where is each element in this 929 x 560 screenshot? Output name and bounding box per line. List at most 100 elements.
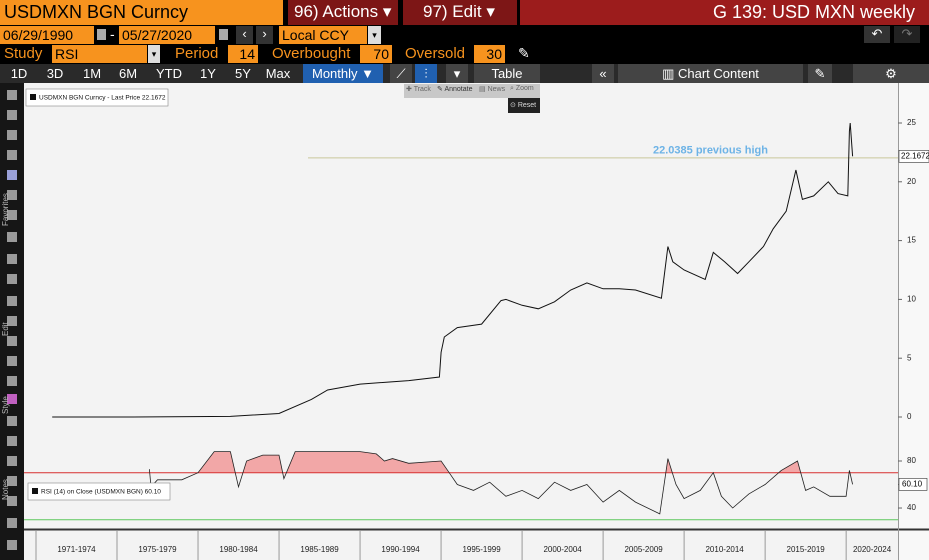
end-date[interactable]: 05/27/2020 xyxy=(119,26,215,44)
x-tick-label: 2015-2019 xyxy=(787,545,826,554)
y-tick-label: 20 xyxy=(907,177,916,186)
actions-menu[interactable]: 96) Actions ▾ xyxy=(288,0,398,25)
tool-icon[interactable] xyxy=(7,254,17,264)
oversold-label: Oversold xyxy=(405,45,466,62)
side-label: Edit xyxy=(1,322,10,336)
pencil-icon[interactable]: ✎ xyxy=(518,45,530,61)
y-tick-label: 25 xyxy=(907,118,916,127)
redo[interactable]: ↷ xyxy=(894,26,920,43)
tool-icon[interactable] xyxy=(7,110,17,120)
start-date[interactable]: 06/29/1990 xyxy=(0,26,94,44)
tool-icon[interactable] xyxy=(7,190,17,200)
y-tick-label: 15 xyxy=(907,236,916,245)
currency-field[interactable]: Local CCY xyxy=(279,26,367,44)
undo[interactable]: ↶ xyxy=(864,26,890,43)
y-tick-label: 5 xyxy=(907,353,912,362)
tool-icon[interactable] xyxy=(7,436,17,446)
settings-icon[interactable]: ⚙ xyxy=(853,64,929,83)
tool-text: Track xyxy=(413,86,431,93)
tool-icon[interactable] xyxy=(7,170,17,180)
frequency-button[interactable]: Monthly ▼ xyxy=(303,64,383,83)
tool-icon[interactable] xyxy=(7,376,17,386)
tool-icon[interactable] xyxy=(7,130,17,140)
rsi-legend-swatch xyxy=(32,488,38,494)
chart-content-button[interactable]: ▥ Chart Content xyxy=(618,64,803,83)
rsi-legend-text: RSI (14) on Close (USDMXN BGN) 60.10 xyxy=(41,489,161,496)
range-button[interactable]: 3D xyxy=(46,66,64,81)
calendar-icon[interactable] xyxy=(219,29,228,40)
security-field[interactable]: USDMXN BGN Curncy xyxy=(0,0,283,25)
tool-icon[interactable] xyxy=(7,476,17,486)
side-label: Style xyxy=(1,396,10,414)
track-tool[interactable]: ✚ Track xyxy=(406,86,431,93)
range-button[interactable]: YTD xyxy=(156,66,182,81)
frequency-text: Monthly xyxy=(311,66,358,81)
tool-icon[interactable] xyxy=(7,296,17,306)
annotate-tool[interactable]: ✎ Annotate xyxy=(437,86,473,93)
tool-icon[interactable] xyxy=(7,316,17,326)
more-icon[interactable]: ▾ xyxy=(446,64,468,83)
tool-icon[interactable] xyxy=(7,232,17,242)
dropdown[interactable]: ▾ xyxy=(368,26,381,44)
rsi-overbought-fill xyxy=(149,451,853,473)
table-button[interactable]: Table xyxy=(474,64,540,83)
legend-swatch xyxy=(30,94,36,100)
tool-text: Annotate xyxy=(444,86,473,93)
overbought-field[interactable]: 70 xyxy=(360,45,392,63)
x-tick-label: 1990-1994 xyxy=(381,545,420,554)
chart: 1971-1974 1975-1979 1980-1984 1985-1989 1990… xyxy=(24,83,929,560)
function-title: G 139: USD MXN weekly xyxy=(520,0,929,25)
zoom-tool[interactable]: ⌕ Zoom xyxy=(510,85,534,92)
study-field[interactable]: RSI xyxy=(52,45,147,63)
collapse-icon[interactable]: « xyxy=(592,64,614,83)
chart-tools: ✚ Track ✎ Annotate ▤ News ⌕ Zoom xyxy=(404,84,540,98)
tool-icon[interactable] xyxy=(7,336,17,346)
reset-button[interactable]: ⊙ Reset xyxy=(508,98,540,113)
tool-icon[interactable] xyxy=(7,540,17,550)
tool-icon[interactable] xyxy=(7,518,17,528)
tool-icon[interactable] xyxy=(7,416,17,426)
range-button[interactable]: 1Y xyxy=(200,66,216,81)
tool-icon[interactable] xyxy=(7,356,17,366)
period-label: Period xyxy=(175,45,219,62)
y-tick-label: 10 xyxy=(907,295,916,304)
oversold-field[interactable]: 30 xyxy=(474,45,505,63)
legend-text: USDMXN BGN Curncy - Last Price 22.1672 xyxy=(39,95,166,102)
news-tool[interactable]: ▤ News xyxy=(479,86,506,93)
range-button[interactable]: 1D xyxy=(10,66,28,81)
x-tick-label: 2010-2014 xyxy=(705,545,744,554)
range-button[interactable]: 5Y xyxy=(235,66,251,81)
tool-icon[interactable] xyxy=(7,150,17,160)
edit-icon[interactable]: ✎ xyxy=(808,64,832,83)
rsi-tick-label: 80 xyxy=(907,456,916,465)
dropdown[interactable]: ▾ xyxy=(148,45,160,63)
edit-menu[interactable]: 97) Edit ▾ xyxy=(403,0,517,25)
rsi-line xyxy=(149,451,853,515)
tool-icon[interactable] xyxy=(7,90,17,100)
last-price-label: 22.1672 xyxy=(901,151,929,160)
tool-text: News xyxy=(487,86,506,93)
x-tick-label: 2000-2004 xyxy=(543,545,582,554)
chart-content-text: Chart Content xyxy=(677,66,759,81)
range-button[interactable]: 6M xyxy=(118,66,138,81)
tool-icon[interactable] xyxy=(7,210,17,220)
dash: - xyxy=(110,26,115,42)
actions-text: 96) Actions xyxy=(294,2,379,21)
last-price-tag xyxy=(898,150,929,163)
range-button[interactable]: Max xyxy=(265,66,291,81)
y-tick-label: 0 xyxy=(907,412,912,421)
range-button[interactable]: 1M xyxy=(82,66,102,81)
tool-icon[interactable] xyxy=(7,456,17,466)
tool-icon[interactable] xyxy=(7,496,17,506)
side-label: Favorites xyxy=(1,193,10,226)
x-tick-label: 1975-1979 xyxy=(138,545,177,554)
calendar-icon[interactable] xyxy=(97,29,106,40)
prev-button[interactable]: ‹ xyxy=(236,26,253,44)
period-field[interactable]: 14 xyxy=(228,45,258,63)
tool-icon[interactable] xyxy=(7,394,17,404)
tool-icon[interactable] xyxy=(7,274,17,284)
bar-icon[interactable]: ⫶ xyxy=(415,64,437,83)
next-button[interactable]: › xyxy=(256,26,273,44)
line-icon[interactable]: ⟋ xyxy=(390,64,412,83)
